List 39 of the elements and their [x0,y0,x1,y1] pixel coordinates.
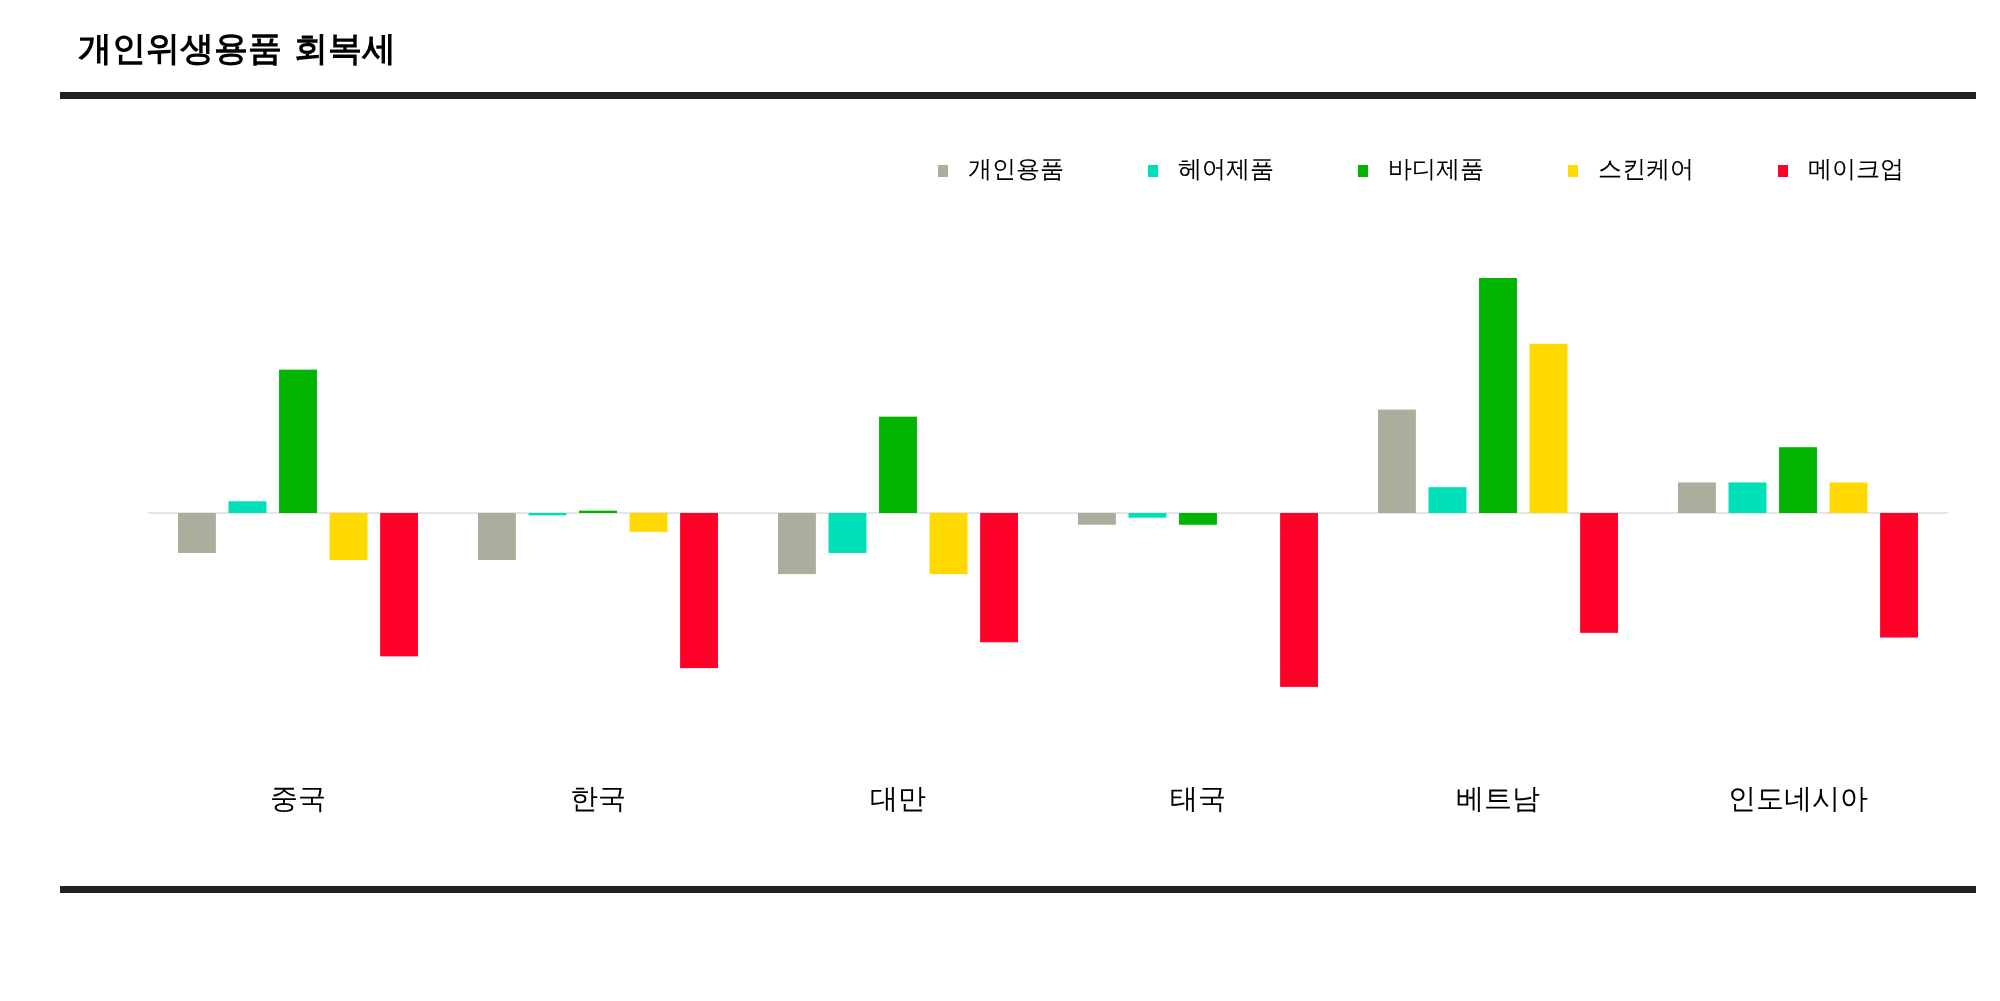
bar [828,513,867,553]
legend-label: 스킨케어 [1598,155,1694,183]
bar [778,513,816,575]
bar [1678,482,1716,513]
bar [629,513,668,532]
bar [929,513,968,575]
x-tick-label: 태국 [1170,782,1226,815]
x-tick-label: 대만 [870,782,926,815]
bar [228,501,267,513]
bar [380,513,418,657]
bar [1529,343,1568,513]
bar [1280,513,1318,687]
bar [478,513,516,560]
bar [1078,513,1116,525]
bar [680,513,718,669]
legend-label: 헤어제품 [1178,155,1274,183]
bar [1179,513,1217,525]
bar [279,369,317,513]
bar [1829,482,1868,513]
bar [1428,487,1467,513]
bar [980,513,1018,643]
bar [1378,409,1416,513]
legend-label: 바디제품 [1388,155,1484,183]
bar [1880,513,1918,638]
x-tick-label: 인도네시아 [1728,782,1868,815]
bar [329,513,368,560]
chart-title: 개인위생용품 회복세 [78,28,396,68]
bar [1580,513,1618,633]
legend-label: 개인용품 [968,155,1064,183]
bar [1128,513,1167,518]
bar [1479,278,1517,513]
x-tick-label: 베트남 [1456,782,1540,815]
bar [178,513,216,553]
x-tick-label: 한국 [570,782,626,815]
bar [1779,447,1817,513]
x-tick-label: 중국 [270,782,326,815]
bar [1728,482,1767,513]
bar [879,416,917,513]
legend-label: 메이크업 [1808,155,1904,183]
